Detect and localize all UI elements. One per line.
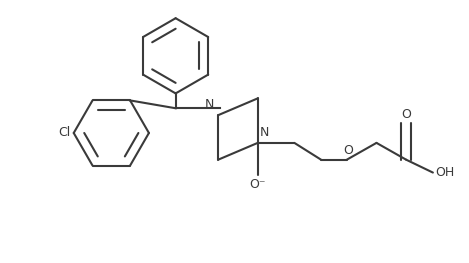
Text: O: O (401, 108, 411, 121)
Text: OH: OH (435, 166, 454, 179)
Text: N: N (260, 126, 269, 139)
Text: N: N (205, 98, 214, 111)
Text: O⁻: O⁻ (250, 178, 266, 190)
Text: Cl: Cl (59, 127, 71, 139)
Text: O: O (343, 144, 353, 157)
